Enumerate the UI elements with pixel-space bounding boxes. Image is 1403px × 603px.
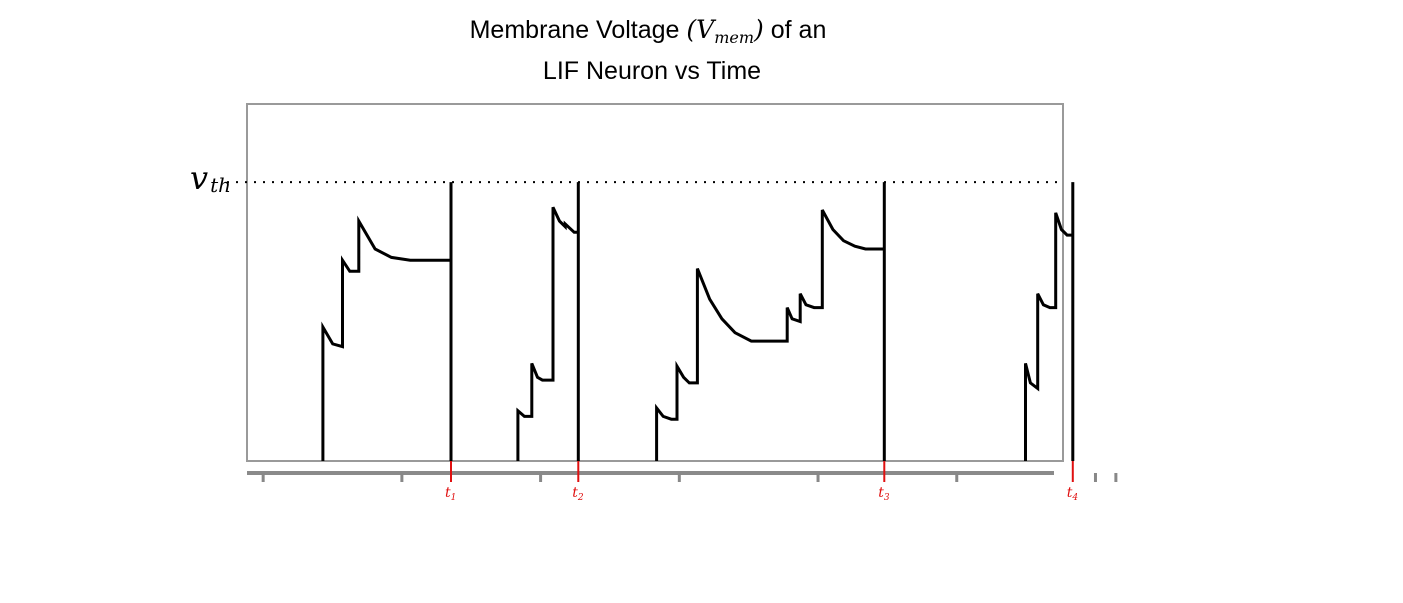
voltage-trace-3 bbox=[655, 182, 886, 461]
voltage-trace-2 bbox=[516, 182, 580, 461]
spike-label-2: t2 bbox=[572, 485, 584, 503]
spike-label-1: t1 bbox=[445, 485, 456, 503]
series-layer bbox=[321, 182, 1075, 461]
voltage-trace-4 bbox=[1024, 182, 1075, 461]
threshold-label: v th bbox=[190, 159, 231, 197]
spike-label-4: t4 bbox=[1067, 485, 1079, 503]
tick-layer bbox=[261, 473, 1118, 482]
chart-title-line1: Membrane Voltage (Vmem) of an bbox=[470, 15, 827, 47]
chart-title-line2: LIF Neuron vs Time bbox=[543, 57, 761, 85]
plot-frame bbox=[246, 103, 1064, 462]
spike-marker-layer: t1 t2 t3 t4 bbox=[445, 461, 1078, 503]
voltage-trace-1 bbox=[321, 182, 453, 461]
spike-label-3: t3 bbox=[878, 485, 890, 503]
